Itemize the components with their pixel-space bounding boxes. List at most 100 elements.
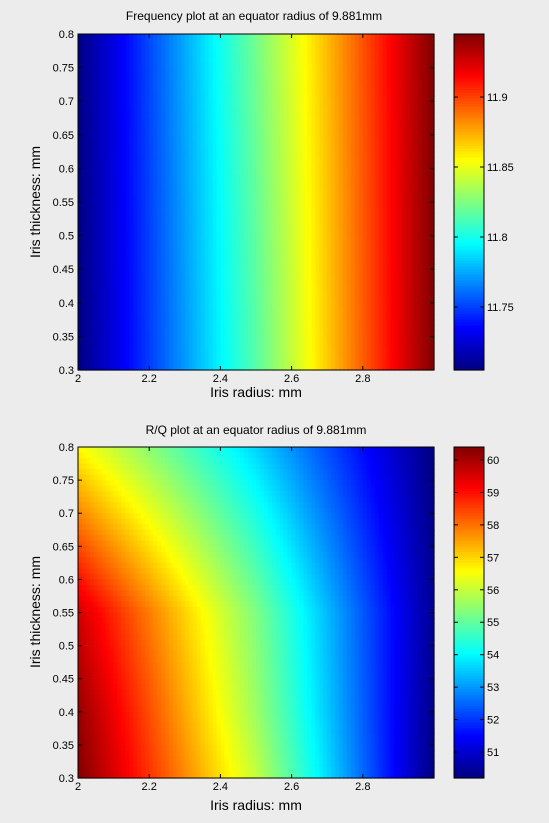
frequency-heatmap-cell xyxy=(216,230,221,237)
frequency-heatmap-cell xyxy=(157,297,162,304)
frequency-heatmap-cell xyxy=(271,168,277,175)
frequency-heatmap-cell xyxy=(236,342,241,349)
frequency-heatmap-cell xyxy=(410,252,415,259)
frequency-heatmap-cell xyxy=(240,230,245,237)
frequency-heatmap-cell xyxy=(343,84,348,91)
frequency-heatmap-cell xyxy=(248,319,253,326)
frequency-heatmap-cell xyxy=(220,174,225,181)
frequency-heatmap-cell xyxy=(406,297,411,304)
frequency-heatmap-cell xyxy=(93,185,99,192)
frequency-heatmap-cell xyxy=(149,140,154,147)
frequency-heatmap-cell xyxy=(184,202,190,209)
frequency-heatmap-cell xyxy=(236,235,241,242)
frequency-heatmap-cell xyxy=(172,56,178,63)
frequency-heatmap-cell xyxy=(323,101,328,108)
frequency-heatmap-cell xyxy=(172,336,178,343)
frequency-heatmap-cell xyxy=(172,258,178,265)
frequency-heatmap-cell xyxy=(414,325,419,332)
frequency-heatmap-cell xyxy=(370,174,376,181)
frequency-heatmap-cell xyxy=(323,246,328,253)
frequency-heatmap-cell xyxy=(350,62,356,69)
frequency-heatmap-cell xyxy=(105,168,111,175)
frequency-heatmap-cell xyxy=(141,67,146,74)
frequency-heatmap-cell xyxy=(121,319,127,326)
frequency-heatmap-cell xyxy=(295,34,301,41)
frequency-heatmap-cell xyxy=(232,84,237,91)
frequency-heatmap-cell xyxy=(188,252,194,259)
frequency-heatmap-cell xyxy=(105,202,111,209)
frequency-heatmap-cell xyxy=(228,330,233,337)
frequency-heatmap-cell xyxy=(184,302,190,309)
frequency-heatmap-cell xyxy=(402,146,407,153)
frequency-heatmap-cell xyxy=(165,213,170,220)
frequency-heatmap-cell xyxy=(212,140,218,147)
frequency-heatmap-cell xyxy=(157,342,162,349)
frequency-heatmap-cell xyxy=(157,168,162,175)
frequency-heatmap-cell xyxy=(390,106,396,113)
frequency-heatmap-cell xyxy=(208,286,214,293)
frequency-heatmap-cell xyxy=(426,62,431,69)
frequency-heatmap-cell xyxy=(422,302,427,309)
frequency-heatmap-cell xyxy=(366,62,372,69)
frequency-heatmap-cell xyxy=(248,269,253,276)
frequency-heatmap-cell xyxy=(323,196,328,203)
frequency-heatmap-cell xyxy=(343,297,348,304)
frequency-heatmap-cell xyxy=(362,235,368,242)
frequency-heatmap-cell xyxy=(220,190,225,197)
frequency-heatmap-cell xyxy=(165,62,170,69)
frequency-heatmap-cell xyxy=(295,84,301,91)
frequency-heatmap-cell xyxy=(232,157,237,164)
frequency-heatmap-cell xyxy=(176,252,182,259)
frequency-heatmap-cell xyxy=(109,73,115,80)
frequency-heatmap-cell xyxy=(374,190,380,197)
frequency-heatmap-cell xyxy=(323,325,328,332)
frequency-heatmap-cell xyxy=(216,179,221,186)
frequency-heatmap-cell xyxy=(426,146,431,153)
frequency-heatmap-cell xyxy=(271,230,277,237)
frequency-heatmap-cell xyxy=(109,62,115,69)
frequency-heatmap-cell xyxy=(212,207,218,214)
frequency-heatmap-cell xyxy=(204,336,210,343)
frequency-heatmap-cell xyxy=(165,129,170,136)
frequency-heatmap-cell xyxy=(366,269,372,276)
frequency-heatmap-cell xyxy=(422,185,427,192)
frequency-heatmap-cell xyxy=(133,314,138,321)
frequency-heatmap-cell xyxy=(271,174,277,181)
frequency-heatmap-cell xyxy=(418,190,423,197)
frequency-heatmap-cell xyxy=(259,84,265,91)
frequency-heatmap-cell xyxy=(200,286,206,293)
frequency-heatmap-cell xyxy=(319,174,324,181)
frequency-heatmap-cell xyxy=(188,123,194,130)
frequency-heatmap-cell xyxy=(410,78,415,85)
frequency-heatmap-cell xyxy=(97,190,103,197)
frequency-heatmap-cell xyxy=(168,50,174,57)
frequency-heatmap-cell xyxy=(105,134,111,141)
frequency-heatmap-cell xyxy=(109,308,115,315)
frequency-heatmap-cell xyxy=(394,325,399,332)
frequency-heatmap-cell xyxy=(236,84,241,91)
frequency-heatmap-cell xyxy=(331,325,336,332)
frequency-heatmap-cell xyxy=(394,101,399,108)
frequency-heatmap-cell xyxy=(398,112,403,119)
frequency-heatmap-cell xyxy=(422,297,427,304)
frequency-heatmap-cell xyxy=(259,151,265,158)
frequency-heatmap-cell xyxy=(125,218,131,225)
frequency-heatmap-cell xyxy=(279,269,285,276)
frequency-heatmap-cell xyxy=(105,39,111,46)
frequency-heatmap-cell xyxy=(85,151,91,158)
frequency-heatmap-cell xyxy=(93,269,99,276)
frequency-heatmap-cell xyxy=(366,50,372,57)
frequency-heatmap-cell xyxy=(165,84,170,91)
frequency-heatmap-cell xyxy=(78,269,83,276)
frequency-heatmap-cell xyxy=(315,241,320,248)
frequency-heatmap-cell xyxy=(390,297,396,304)
frequency-heatmap-cell xyxy=(176,106,182,113)
frequency-heatmap-cell xyxy=(390,157,396,164)
frequency-heatmap-cell xyxy=(398,207,403,214)
frequency-heatmap-cell xyxy=(418,263,423,270)
frequency-heatmap-cell xyxy=(343,67,348,74)
frequency-heatmap-cell xyxy=(426,112,431,119)
frequency-heatmap-cell xyxy=(366,34,372,41)
frequency-heatmap-cell xyxy=(287,90,293,97)
frequency-heatmap-cell xyxy=(279,319,285,326)
